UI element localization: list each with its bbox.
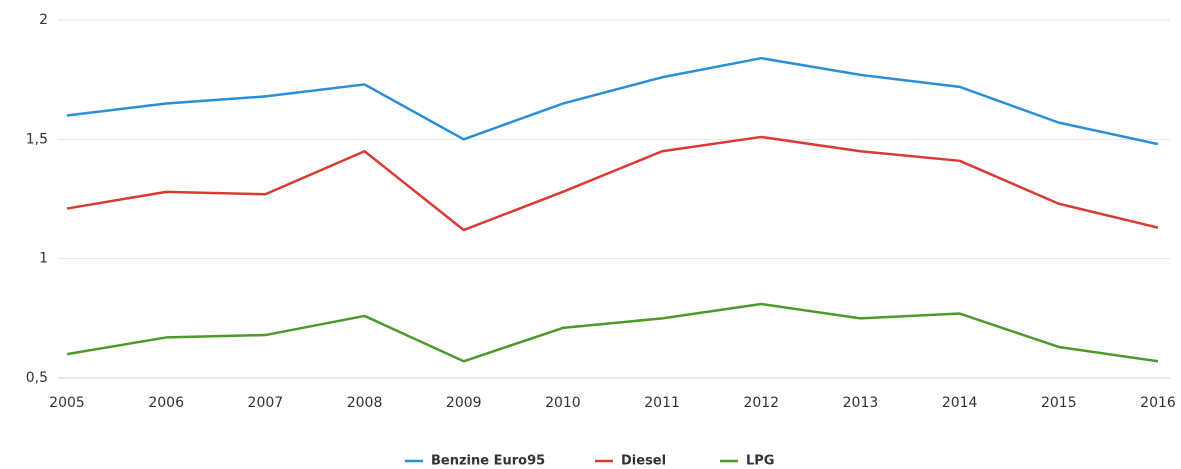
x-tick-label: 2006 — [148, 395, 184, 411]
x-tick-label: 2015 — [1041, 395, 1077, 411]
x-tick-label: 2011 — [644, 395, 680, 411]
x-tick-label: 2012 — [743, 395, 779, 411]
x-tick-label: 2009 — [446, 395, 482, 411]
x-tick-label: 2007 — [248, 395, 284, 411]
y-tick-label: 1 — [39, 251, 48, 267]
legend-label: Diesel — [621, 454, 666, 469]
legend-label: LPG — [746, 454, 774, 469]
y-tick-label: 1,5 — [26, 131, 48, 147]
x-tick-label: 2013 — [843, 395, 879, 411]
x-tick-label: 2005 — [49, 395, 85, 411]
series-line — [66, 135, 1159, 232]
y-tick-label: 2 — [39, 12, 48, 28]
x-tick-label: 2014 — [942, 395, 978, 411]
x-tick-label: 2010 — [545, 395, 581, 411]
series-line — [66, 302, 1159, 363]
x-tick-label: 2008 — [347, 395, 383, 411]
legend-label: Benzine Euro95 — [431, 454, 545, 469]
series-line — [66, 56, 1159, 146]
x-tick-label: 2016 — [1140, 395, 1176, 411]
y-tick-label: 0,5 — [26, 370, 48, 386]
